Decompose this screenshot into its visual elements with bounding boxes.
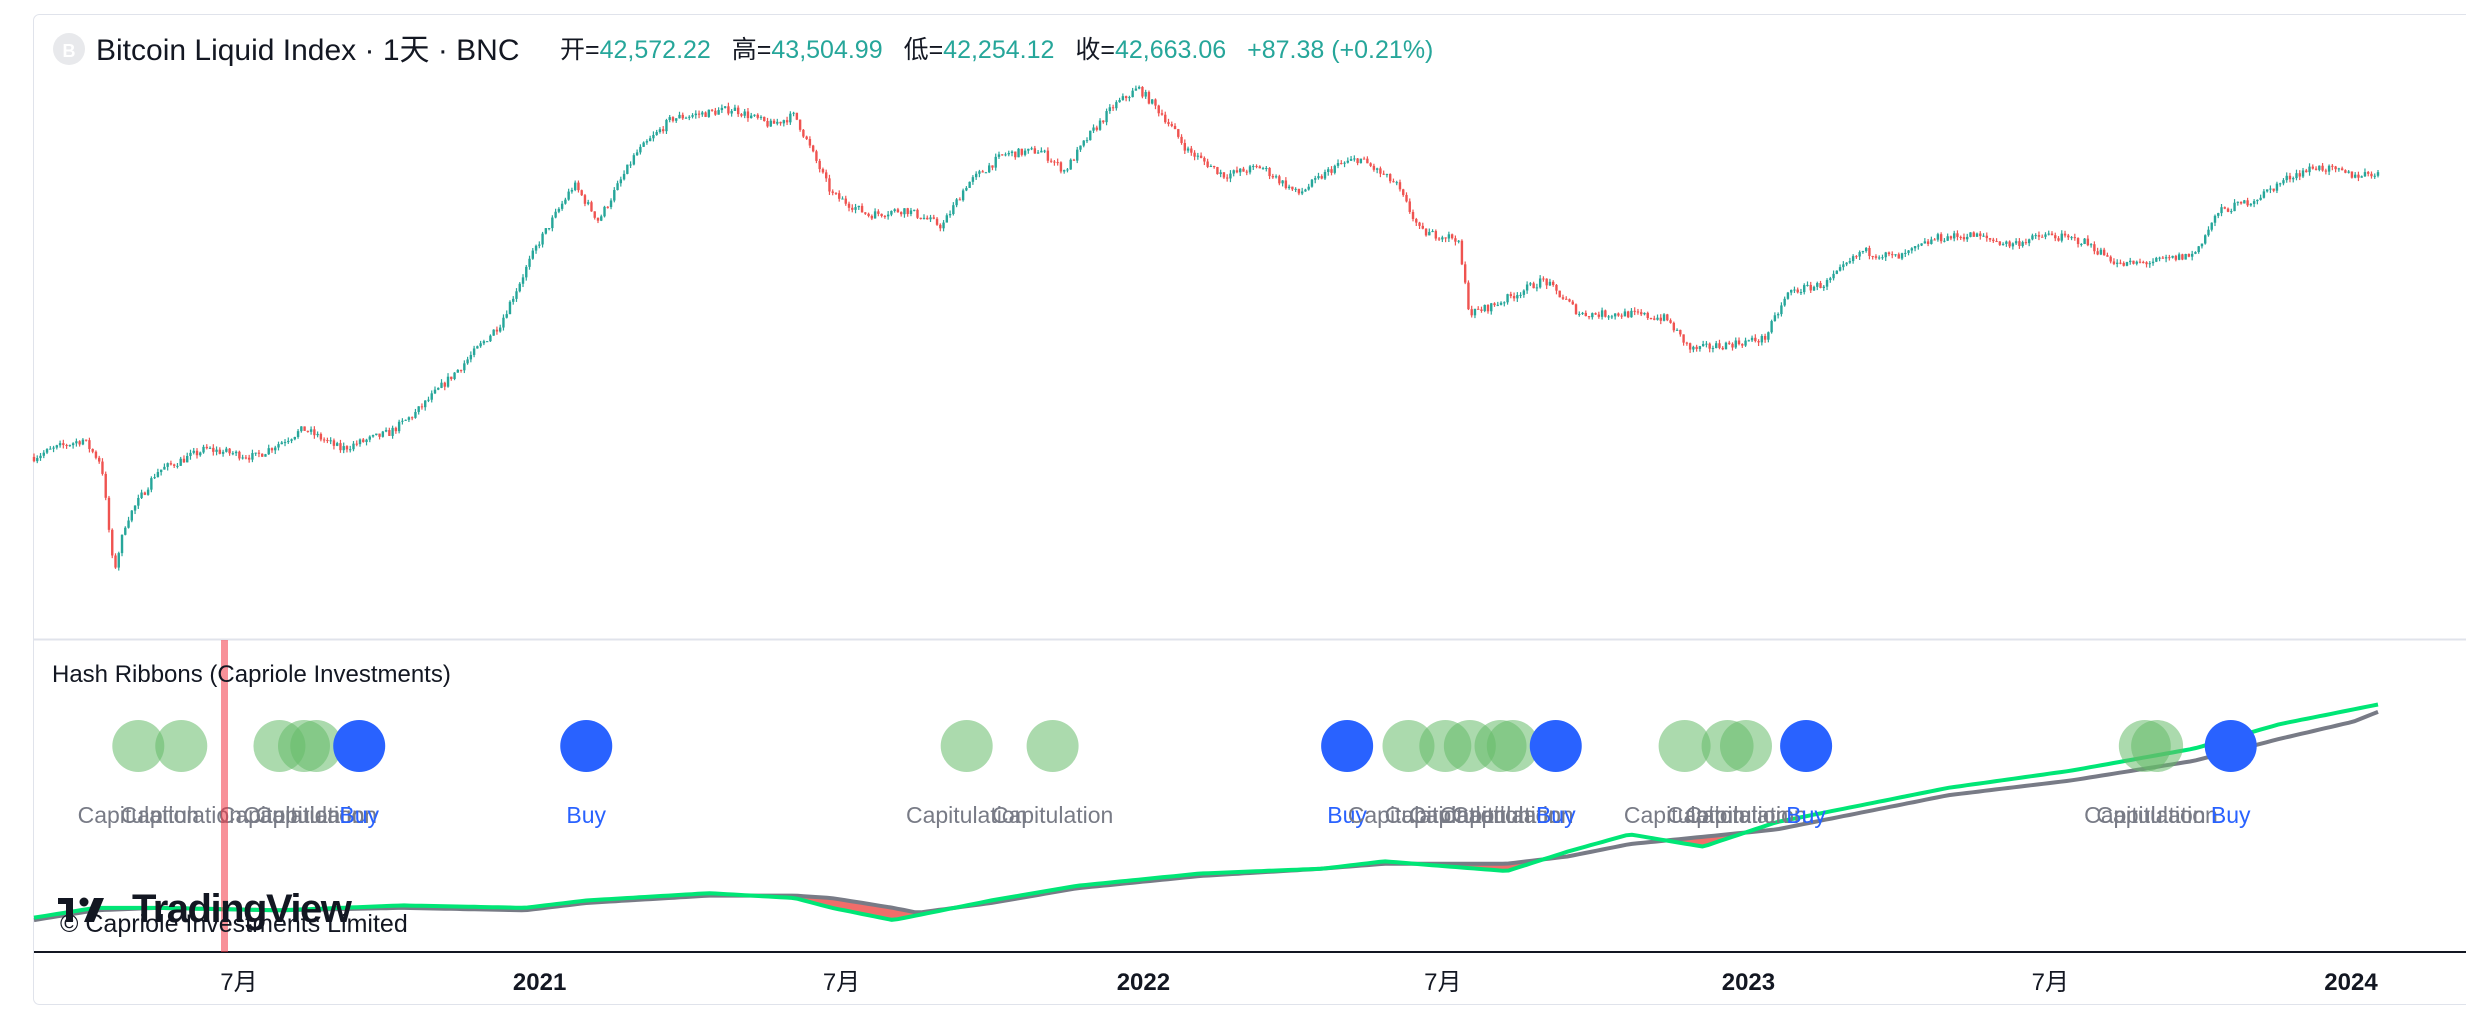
candle [968,181,970,188]
candle [796,113,798,120]
time-axis-year-label: 2021 [513,969,566,996]
candle [708,109,710,117]
candle [453,372,455,380]
candle [121,534,123,556]
candle [1464,262,1466,285]
candle [382,431,384,438]
high-value: 43,504.99 [771,36,882,64]
candle [603,206,605,218]
chart-border [34,15,2466,1005]
buy-label: Buy [339,802,379,828]
close-label: 收= [1075,36,1115,64]
capitulation-dot [941,720,993,772]
time-axis-month-label: 7月 [2032,969,2069,996]
buy-label: Buy [1536,802,1576,828]
candle [1666,314,1668,321]
candle [111,528,113,558]
candle [2126,262,2128,266]
buy-dot [1321,720,1373,772]
time-axis-year-label: 2023 [1722,969,1775,996]
candle [1627,311,1629,318]
buy-dot [1780,720,1832,772]
candle [626,164,628,174]
capitulation-dot [2131,720,2183,772]
buy-label: Buy [2211,802,2251,828]
candle [131,510,133,522]
buy-label: Buy [566,802,606,828]
candle [114,553,116,569]
candle [108,496,110,533]
high-label: 高= [732,36,772,64]
candle [2204,234,2206,244]
symbol-header[interactable]: B Bitcoin Liquid Index · 1天 · BNC 开=42,5… [53,33,1433,67]
candle [1559,291,1561,298]
candle [1575,303,1577,314]
candle [2083,238,2085,244]
candle [590,201,592,212]
candle [916,208,918,219]
candle [1216,167,1218,175]
candle [105,472,107,501]
candle [492,329,494,336]
buy-dot [560,720,612,772]
indicator-title[interactable]: Hash Ribbons (Capriole Investments) [52,661,451,688]
capitulation-label: Capitulation [2096,802,2217,828]
capitulation-dot [1027,720,1079,772]
candle [812,145,814,152]
candle [2184,254,2186,260]
candle [1461,239,1463,265]
candle [2351,171,2353,178]
buy-dot [1530,720,1582,772]
candle [962,189,964,202]
change-value: +87.38 (+0.21%) [1247,36,1433,64]
buy-label: Buy [1786,802,1826,828]
time-axis-month-label: 7月 [823,969,860,996]
candle [1148,90,1150,104]
candle [1070,158,1072,169]
candle [264,454,266,457]
candle [1770,320,1772,334]
capitulation-dot [1720,720,1772,772]
buy-dot [333,720,385,772]
low-value: 42,254.12 [943,36,1054,64]
candle [1725,342,1727,350]
capitulation-label: Capitulation [992,802,1113,828]
buy-dot [2205,720,2257,772]
time-axis-year-label: 2024 [2324,969,2378,996]
open-value: 42,572.22 [600,36,711,64]
candle [545,228,547,235]
candle [580,190,582,196]
open-label: 开= [560,36,600,64]
time-axis-month-label: 7月 [1424,969,1461,996]
candle [2181,254,2183,260]
candle [2243,200,2245,204]
indicator-copyright: © Capriole Investments Limited [60,910,408,938]
candle [1360,159,1362,164]
close-value: 42,663.06 [1115,36,1226,64]
candle [1141,86,1143,98]
candle [1089,131,1091,141]
candle [509,300,511,314]
symbol-title[interactable]: Bitcoin Liquid Index · 1天 · BNC [96,34,520,67]
capitulation-dot [155,720,207,772]
ohlc-readout: 开=42,572.22 高=43,504.99 低=42,254.12 收=42… [560,36,1433,64]
candle [1311,179,1313,188]
candle [1836,270,1838,274]
time-axis-year-label: 2022 [1117,969,1170,996]
low-label: 低= [904,36,944,64]
candle [303,426,305,431]
time-axis-month-label: 7月 [220,969,257,996]
candle [1969,232,1971,237]
candle [1787,292,1789,300]
candle [763,117,765,122]
candle [1017,148,1019,157]
candle [261,453,263,457]
candle [1604,310,1606,318]
candle [1467,280,1469,310]
symbol-logo-letter: B [63,41,76,61]
